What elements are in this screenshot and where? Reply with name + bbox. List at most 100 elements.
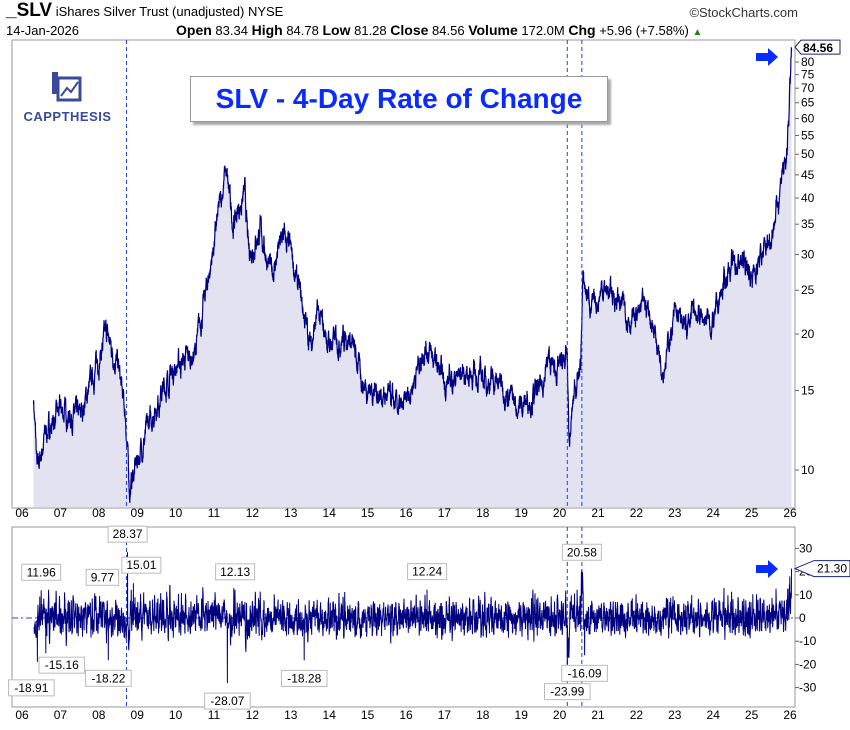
symbol: _SLV (6, 0, 53, 21)
roc-annotation-label: 15.01 (126, 558, 156, 572)
price-x-tick-label: 16 (399, 506, 413, 520)
roc-annotation-label: -18.22 (91, 671, 125, 685)
price-x-tick-label: 14 (323, 506, 337, 520)
logo-text: CAPPTHESIS (23, 109, 112, 124)
roc-x-tick-label: 22 (630, 708, 644, 722)
price-y-tick-label: 35 (801, 217, 815, 231)
roc-x-tick-label: 24 (707, 708, 721, 722)
roc-annotation-label: 20.58 (567, 545, 597, 559)
roc-annotation-label: 9.77 (91, 570, 115, 584)
quote-line: Open 83.34 High 84.78 Low 81.28 Close 84… (176, 23, 702, 40)
roc-annotation: 20.58 (561, 543, 602, 561)
price-last-value: 84.56 (803, 41, 833, 55)
low-label: Low (322, 22, 351, 38)
price-x-tick-label: 06 (15, 506, 29, 520)
roc-annotation: -15.16 (38, 656, 86, 674)
roc-y-tick-label: 30 (799, 541, 813, 555)
volume-label: Volume (468, 22, 518, 38)
high-label: High (251, 22, 283, 38)
close-label: Close (390, 22, 429, 38)
price-x-tick-label: 15 (361, 506, 375, 520)
roc-annotation-box (85, 669, 132, 687)
price-line (32, 47, 793, 503)
roc-x-tick-label: 15 (361, 708, 375, 722)
price-x-tick-label: 19 (515, 506, 529, 520)
price-y-tick-label: 55 (801, 129, 815, 143)
price-area (33, 47, 792, 508)
roc-annotation: 9.77 (85, 568, 120, 586)
roc-x-tick-label: 23 (668, 708, 682, 722)
price-y-tick-label: 75 (801, 68, 815, 82)
roc-annotation-box (121, 556, 162, 574)
price-y-tick-label: 80 (801, 55, 815, 69)
price-y-tick-label: 40 (801, 191, 815, 205)
roc-annotation: -18.91 (8, 679, 55, 697)
roc-line (33, 552, 792, 684)
roc-y-tick-label: 10 (799, 588, 813, 602)
copyright: ©StockCharts.com (689, 5, 798, 20)
logo: CAPPTHESIS (20, 70, 115, 124)
roc-annotation: 12.13 (215, 563, 256, 581)
roc-annotation-box (204, 692, 251, 710)
roc-annotation-box (561, 543, 602, 561)
price-y-tick-label: 50 (801, 147, 815, 161)
price-x-tick-label: 24 (707, 506, 721, 520)
price-x-tick-label: 12 (246, 506, 260, 520)
roc-annotation: -18.22 (85, 669, 132, 687)
roc-annotation-label: -23.99 (550, 685, 584, 699)
roc-x-tick-label: 20 (553, 708, 567, 722)
price-y-tick-label: 65 (801, 96, 815, 110)
roc-annotation: -16.09 (561, 664, 608, 682)
symbol-line: _SLV iShares Silver Trust (unadjusted) N… (6, 1, 283, 22)
roc-x-tick-label: 11 (208, 708, 221, 722)
price-x-tick-label: 10 (169, 506, 183, 520)
price-last-value-tag: 84.56 (794, 39, 841, 55)
roc-y-tick-label: 0 (799, 611, 806, 625)
roc-annotation-label: -18.91 (14, 681, 48, 695)
roc-annotation-box (38, 656, 86, 674)
roc-annotation-box (543, 683, 591, 701)
high-value: 84.78 (286, 23, 319, 38)
roc-annotation-label: -16.09 (568, 666, 602, 680)
roc-x-tick-label: 21 (591, 708, 605, 722)
roc-annotation-box (215, 563, 256, 581)
roc-y-tick-label: -20 (799, 657, 817, 671)
roc-annotation-box (8, 679, 55, 697)
roc-x-tick-label: 08 (92, 708, 106, 722)
roc-annotation-box (280, 669, 328, 687)
roc-annotation-label: -18.28 (287, 671, 321, 685)
roc-x-tick-label: 06 (15, 708, 29, 722)
roc-last-value-tag: 21.30 (793, 560, 850, 578)
security-name: iShares Silver Trust (unadjusted) (55, 4, 245, 19)
roc-x-tick-label: 09 (131, 708, 145, 722)
roc-last-value-box (793, 560, 850, 578)
price-x-tick-label: 25 (745, 506, 759, 520)
price-x-tick-label: 11 (208, 506, 221, 520)
chart-title: SLV - 4-Day Rate of Change (215, 83, 583, 114)
roc-annotation: 11.96 (21, 563, 62, 581)
open-label: Open (176, 22, 212, 38)
roc-annotation: 28.37 (107, 525, 148, 543)
open-value: 83.34 (215, 23, 248, 38)
roc-x-tick-label: 19 (515, 708, 529, 722)
price-x-tick-label: 21 (591, 506, 605, 520)
roc-annotation-label: 11.96 (27, 565, 56, 579)
roc-x-tick-label: 12 (246, 708, 260, 722)
roc-last-value: 21.30 (817, 562, 847, 576)
roc-annotation-box (407, 563, 448, 581)
price-x-tick-label: 26 (783, 506, 797, 520)
roc-x-tick-label: 10 (169, 708, 183, 722)
price-x-tick-label: 22 (630, 506, 644, 520)
roc-annotation-box (85, 568, 120, 586)
price-y-tick-label: 25 (801, 283, 815, 297)
price-y-tick-label: 15 (801, 383, 815, 397)
quote-date: 14-Jan-2026 (6, 23, 79, 38)
price-y-tick-label: 70 (801, 81, 815, 95)
roc-annotation-label: -15.16 (45, 658, 79, 672)
price-x-tick-label: 23 (668, 506, 682, 520)
roc-annotation: 12.24 (407, 563, 448, 581)
roc-x-tick-label: 07 (54, 708, 68, 722)
roc-annotation-label: 28.37 (113, 527, 143, 541)
price-y-tick-label: 30 (801, 247, 815, 261)
